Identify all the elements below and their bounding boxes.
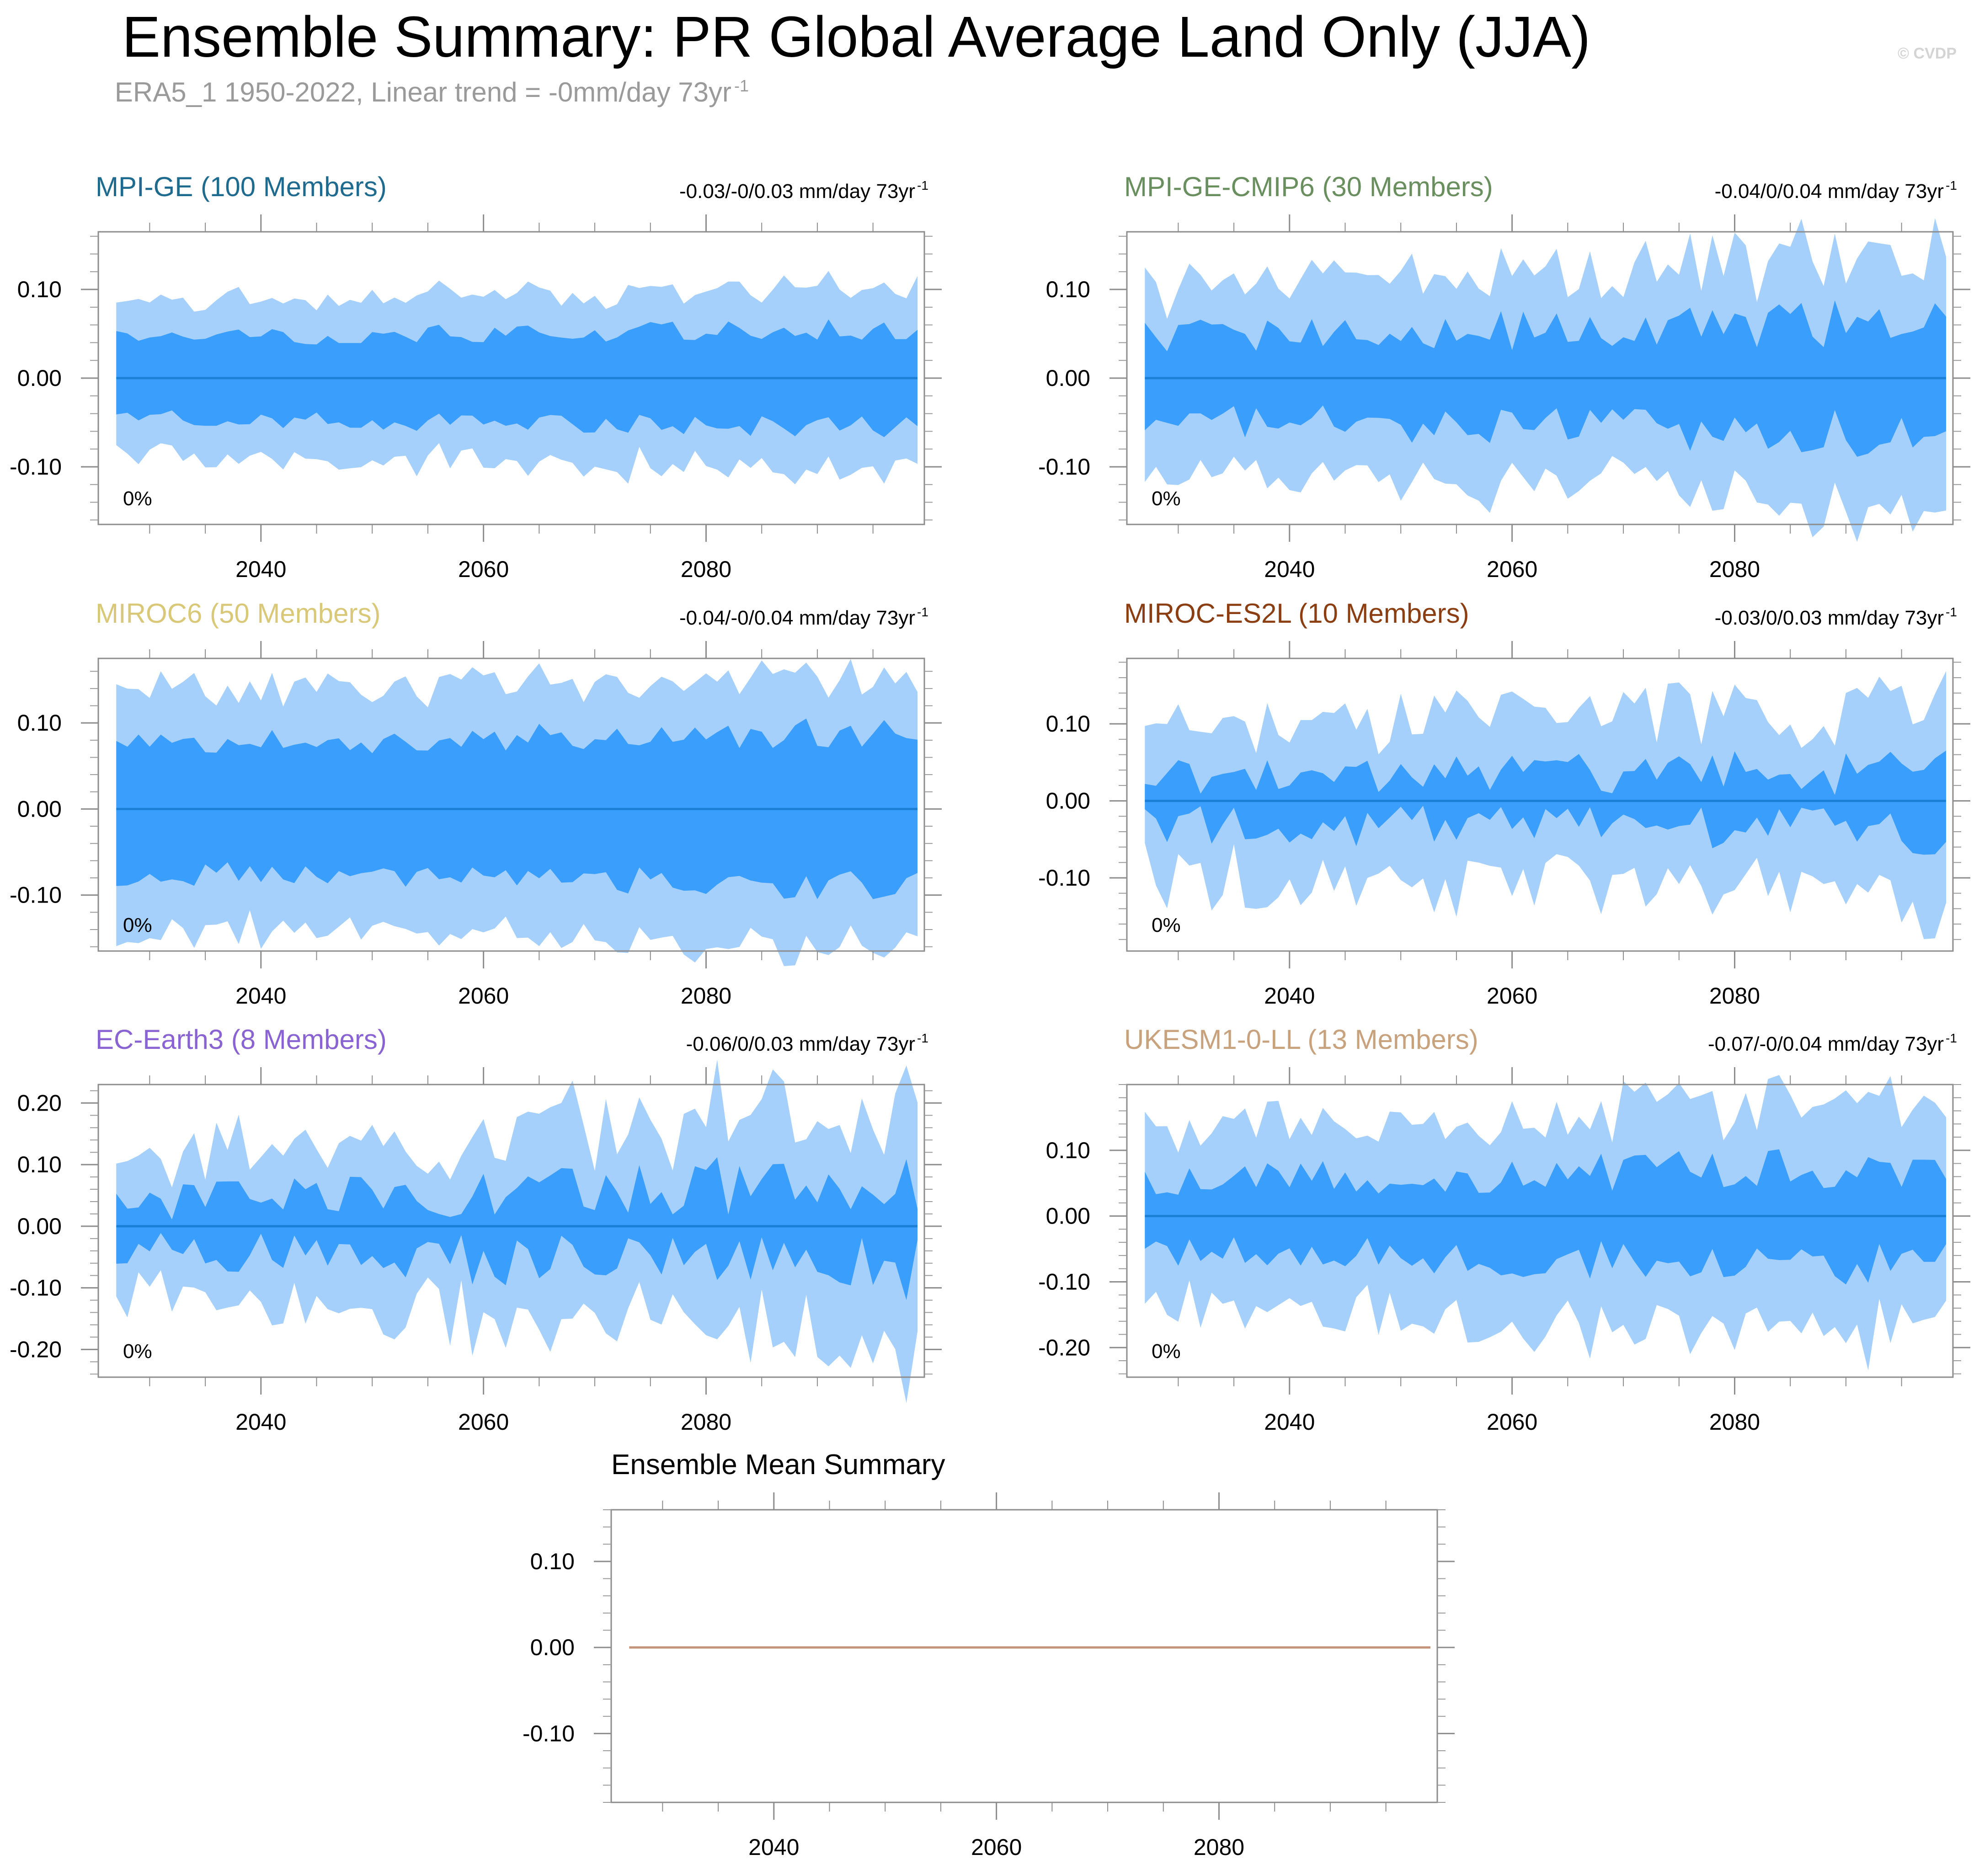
plot-frame	[97, 1084, 925, 1378]
panel-title: UKESM1-0-LL (13 Members)	[1124, 1024, 1478, 1055]
y-tick-label: 0.10	[1046, 277, 1090, 302]
chart-panel-7: Ensemble Mean Summary -0.10 0.00 0.10 2040 20…	[523, 1449, 1455, 1860]
chart-panel-2: MPI-GE-CMIP6 (30 Members) -0.04/0/0.04 mm…	[1038, 171, 1970, 582]
chart-panel-4: MIROC-ES2L (10 Members) -0.03/0/0.03 mm/d…	[1038, 598, 1970, 1009]
y-tick-label: -0.10	[10, 882, 62, 908]
x-tick-label: 2060	[1487, 1409, 1537, 1435]
panel-title: MIROC-ES2L (10 Members)	[1124, 598, 1469, 629]
panel-trend-exponent: -1	[1946, 1031, 1957, 1045]
x-tick-label: 2080	[1709, 1409, 1760, 1435]
y-tick-label: -0.10	[1038, 865, 1090, 891]
percent-label: 0%	[123, 1340, 152, 1363]
y-tick-label: 0.00	[17, 796, 62, 822]
x-tick-label: 2040	[235, 556, 286, 582]
x-tick-label: 2060	[1487, 556, 1537, 582]
y-tick-label: -0.10	[1038, 454, 1090, 480]
y-tick-label: 0.10	[17, 1152, 62, 1177]
panel-trend-text: -0.06/0/0.03 mm/day 73yr	[686, 1033, 915, 1055]
panel-trend-exponent: -1	[917, 178, 928, 192]
x-tick-label: 2080	[1709, 983, 1760, 1009]
panel-title: MIROC6 (50 Members)	[96, 598, 380, 629]
y-tick-label: 0.10	[1046, 711, 1090, 737]
x-tick-label: 2040	[1264, 1409, 1315, 1435]
inner-spread-band	[1145, 750, 1946, 855]
panel-trend-text: -0.03/-0/0.03 mm/day 73yr	[679, 180, 915, 203]
y-tick-label: 0.00	[1046, 1203, 1090, 1229]
y-tick-label: -0.10	[523, 1721, 575, 1746]
x-tick-label: 2080	[1194, 1834, 1244, 1860]
percent-label: 0%	[1152, 1340, 1181, 1363]
y-tick-label: 0.10	[530, 1549, 575, 1574]
plot-frame	[97, 657, 925, 952]
panel-trend-text: -0.07/-0/0.04 mm/day 73yr	[1708, 1033, 1944, 1055]
plot-frame	[1126, 657, 1954, 952]
inner-spread-band	[116, 1157, 917, 1300]
x-tick-label: 2040	[235, 983, 286, 1009]
y-tick-label: -0.20	[10, 1336, 62, 1362]
percent-label: 0%	[1152, 914, 1181, 936]
chart-panel-1: MPI-GE (100 Members) -0.03/-0/0.03 mm/day…	[10, 171, 942, 582]
panel-trend-exponent: -1	[1946, 178, 1957, 192]
figure-title: Ensemble Summary: PR Global Average Land…	[122, 5, 1590, 69]
y-tick-label: 0.10	[17, 710, 62, 736]
figure-subtitle: ERA5_1 1950-2022, Linear trend = -0mm/da…	[115, 77, 731, 107]
percent-label: 0%	[123, 914, 152, 936]
x-tick-label: 2040	[748, 1834, 799, 1860]
y-tick-label: 0.00	[1046, 365, 1090, 391]
y-tick-label: 0.10	[1046, 1138, 1090, 1163]
x-tick-label: 2080	[681, 983, 731, 1009]
plot-frame	[610, 1509, 1438, 1803]
panel-title: MPI-GE (100 Members)	[96, 171, 387, 202]
x-tick-label: 2060	[458, 556, 509, 582]
panel-title: MPI-GE-CMIP6 (30 Members)	[1124, 171, 1493, 202]
percent-label: 0%	[123, 487, 152, 510]
y-tick-label: 0.00	[17, 1213, 62, 1239]
cvdp-credit: © CVDP	[1898, 45, 1957, 62]
x-tick-label: 2060	[1487, 983, 1537, 1009]
y-tick-label: 0.00	[530, 1635, 575, 1660]
panel-trend-text: -0.04/0/0.04 mm/day 73yr	[1715, 180, 1944, 203]
x-tick-label: 2080	[681, 1409, 731, 1435]
y-tick-label: -0.10	[1038, 1269, 1090, 1294]
panel-trend-text: -0.04/-0/0.04 mm/day 73yr	[679, 607, 915, 629]
x-tick-label: 2040	[1264, 983, 1315, 1009]
panel-title: Ensemble Mean Summary	[611, 1449, 945, 1480]
plot-frame	[1126, 1084, 1954, 1378]
panel-title: EC-Earth3 (8 Members)	[96, 1024, 387, 1055]
chart-panel-3: MIROC6 (50 Members) -0.04/-0/0.04 mm/day …	[10, 598, 942, 1009]
y-tick-label: 0.20	[17, 1090, 62, 1116]
x-tick-label: 2060	[458, 1409, 509, 1435]
y-tick-label: 0.00	[1046, 788, 1090, 814]
y-tick-label: -0.10	[10, 1275, 62, 1301]
x-tick-label: 2060	[458, 983, 509, 1009]
panel-trend-exponent: -1	[1946, 605, 1957, 619]
y-tick-label: -0.20	[1038, 1335, 1090, 1360]
x-tick-label: 2040	[1264, 556, 1315, 582]
panels-group: MPI-GE (100 Members) -0.03/-0/0.03 mm/day…	[10, 171, 1970, 1860]
panel-trend-exponent: -1	[917, 605, 928, 619]
x-tick-label: 2080	[1709, 556, 1760, 582]
y-tick-label: 0.00	[17, 365, 62, 391]
chart-panel-5: EC-Earth3 (8 Members) -0.06/0/0.03 mm/day…	[10, 1024, 942, 1435]
x-tick-label: 2080	[681, 556, 731, 582]
x-tick-label: 2040	[235, 1409, 286, 1435]
y-tick-label: 0.10	[17, 277, 62, 302]
y-tick-label: -0.10	[10, 454, 62, 480]
percent-label: 0%	[1152, 487, 1181, 510]
figure-subtitle-exponent: -1	[734, 76, 749, 95]
panel-trend-exponent: -1	[917, 1031, 928, 1045]
chart-panel-6: UKESM1-0-LL (13 Members) -0.07/-0/0.04 mm…	[1038, 1024, 1970, 1435]
x-tick-label: 2060	[971, 1834, 1022, 1860]
panel-trend-text: -0.03/0/0.03 mm/day 73yr	[1715, 607, 1944, 629]
